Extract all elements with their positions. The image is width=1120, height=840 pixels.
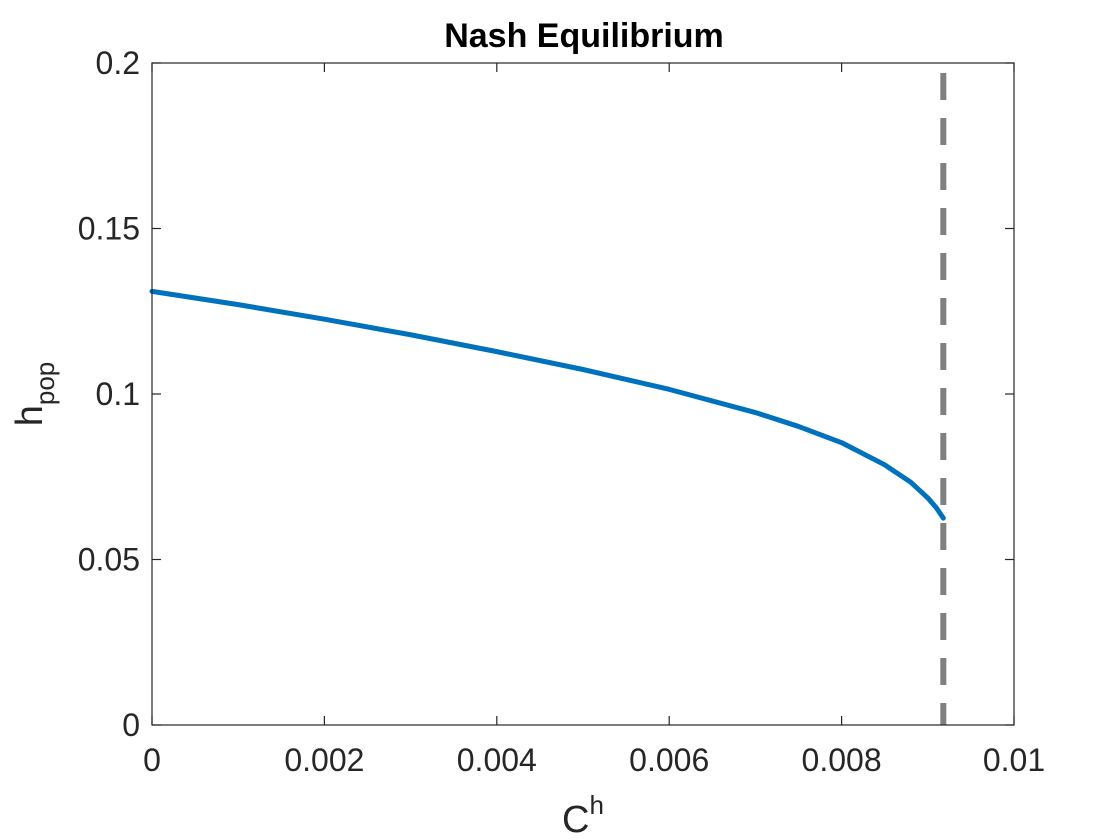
y-tick-label: 0 bbox=[122, 707, 140, 743]
x-tick-label: 0.006 bbox=[629, 742, 709, 778]
tick-marks bbox=[151, 62, 1015, 726]
y-axis-label: hpop bbox=[9, 362, 60, 427]
plot-area bbox=[152, 63, 1014, 725]
x-tick-label: 0.004 bbox=[457, 742, 537, 778]
y-tick-label: 0.1 bbox=[96, 376, 140, 412]
x-tick-label: 0.01 bbox=[983, 742, 1045, 778]
x-tick-label: 0 bbox=[143, 742, 161, 778]
series-layer bbox=[149, 288, 946, 521]
x-axis-label-superscript: h bbox=[589, 790, 603, 820]
x-axis-label: Ch bbox=[562, 790, 604, 840]
series-line bbox=[149, 288, 946, 521]
chart-title: Nash Equilibrium bbox=[444, 17, 724, 55]
x-tick-label: 0.008 bbox=[802, 742, 882, 778]
x-axis-label-base: C bbox=[562, 799, 589, 840]
y-tick-label: 0.15 bbox=[78, 211, 140, 247]
y-tick-label: 0.05 bbox=[78, 542, 140, 578]
y-tick-label: 0.2 bbox=[96, 45, 140, 81]
y-tick-labels: 0 0.05 0.1 0.15 0.2 bbox=[78, 45, 140, 743]
y-axis-label-base: h bbox=[9, 405, 51, 426]
x-tick-labels: 0 0.002 0.004 0.006 0.008 0.01 bbox=[143, 742, 1045, 778]
y-axis-label-subscript: pop bbox=[30, 362, 60, 405]
x-tick-label: 0.002 bbox=[284, 742, 364, 778]
